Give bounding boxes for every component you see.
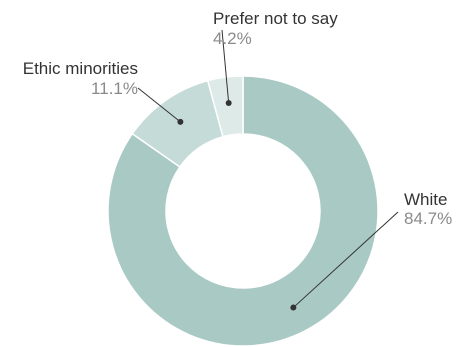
leader-line-prefer-not-to-say [221, 29, 230, 104]
slice-value-prefer-not-to-say: 4.2% [213, 29, 252, 48]
slice-label-prefer-not-to-say: Prefer not to say [213, 9, 338, 28]
slice-value-ethic-minorities: 11.1% [91, 79, 138, 98]
leader-dot-white [290, 304, 297, 311]
slice-value-white: 84.7% [404, 209, 452, 228]
slice-label-ethic-minorities: Ethic minorities [23, 59, 138, 78]
leader-line-ethic-minorities [137, 87, 181, 123]
leader-dot-prefer-not-to-say [225, 100, 232, 107]
leader-dot-ethic-minorities [177, 118, 184, 125]
slices-layer [107, 75, 379, 347]
slice-white [107, 75, 379, 347]
leader-line-white [293, 211, 399, 308]
slice-prefer-not-to-say [206, 75, 244, 138]
slice-label-white: White [404, 190, 447, 209]
leaders-layer [137, 29, 399, 311]
